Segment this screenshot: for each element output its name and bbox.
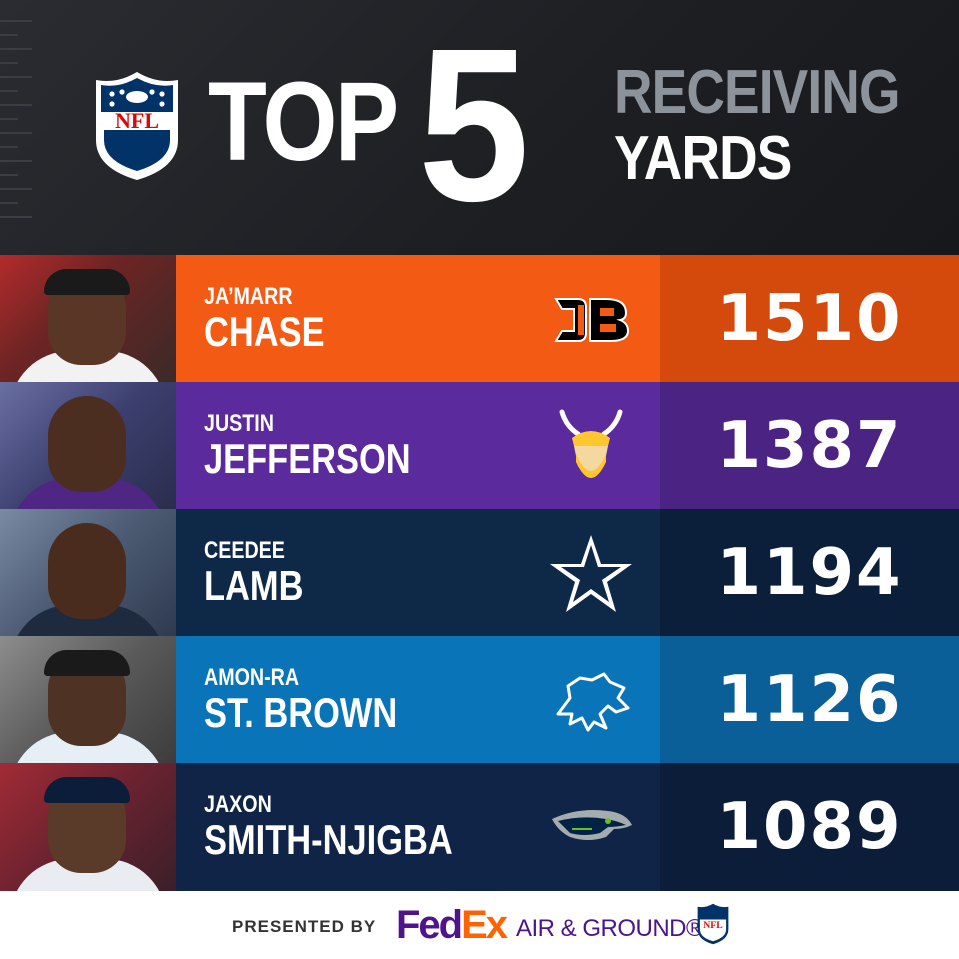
leaderboard-row: JUSTIN JEFFERSON 1387 bbox=[0, 382, 959, 509]
yards-cell: 1126 bbox=[660, 636, 959, 763]
player-first-name: AMON-RA bbox=[204, 664, 300, 691]
player-first-name: CEEDEE bbox=[204, 537, 285, 564]
air-ground-label: AIR & GROUND® bbox=[516, 915, 704, 942]
player-first-name: JUSTIN bbox=[204, 410, 274, 437]
receiving-yards-value: 1194 bbox=[716, 536, 903, 610]
presented-by-label: PRESENTED BY bbox=[232, 917, 377, 936]
leaderboard: JA’MARR CHASE 1510 JUSTIN JEFFERSON bbox=[0, 255, 959, 891]
seahawks-logo-icon bbox=[552, 810, 632, 840]
receiving-yards-value: 1387 bbox=[716, 409, 903, 483]
receiving-yards-value: 1089 bbox=[716, 790, 903, 864]
title-number: 5 bbox=[418, 4, 530, 247]
player-photo bbox=[0, 636, 176, 763]
header-banner: NFL TOP 5 RECEIVING YARDS bbox=[0, 0, 959, 255]
title-subtitle-receiving: RECEIVING bbox=[614, 58, 900, 127]
player-photo bbox=[0, 255, 176, 382]
svg-text:NFL: NFL bbox=[115, 108, 159, 133]
player-photo bbox=[0, 382, 176, 509]
player-name-cell: CEEDEE LAMB bbox=[176, 509, 660, 636]
player-last-name: CHASE bbox=[204, 308, 325, 355]
player-last-name: LAMB bbox=[204, 562, 304, 609]
player-last-name: ST. BROWN bbox=[204, 689, 398, 736]
leaderboard-row: AMON-RA ST. BROWN 1126 bbox=[0, 636, 959, 763]
player-last-name: JEFFERSON bbox=[204, 435, 411, 482]
lions-logo-icon bbox=[556, 672, 630, 732]
title-top: TOP bbox=[208, 59, 399, 184]
nfl-shield-icon: NFL bbox=[96, 72, 178, 180]
vikings-logo-icon bbox=[559, 409, 623, 478]
leaderboard-row: JA’MARR CHASE 1510 bbox=[0, 255, 959, 382]
fedex-ex-text: Ex bbox=[461, 903, 508, 947]
fedex-logo: FedEx bbox=[396, 903, 508, 947]
svg-text:NFL: NFL bbox=[703, 920, 723, 931]
cowboys-star-icon bbox=[550, 535, 632, 612]
yards-cell: 1510 bbox=[660, 255, 959, 382]
nfl-shield-icon: NFL bbox=[697, 903, 729, 945]
player-photo bbox=[0, 509, 176, 636]
yard-line-ticks bbox=[0, 20, 40, 230]
player-name-cell: JAXON SMITH-NJIGBA bbox=[176, 763, 660, 891]
sponsor-footer: PRESENTED BY FedEx AIR & GROUND® NFL bbox=[0, 891, 959, 959]
yards-cell: 1387 bbox=[660, 382, 959, 509]
yards-cell: 1089 bbox=[660, 763, 959, 891]
receiving-yards-value: 1126 bbox=[716, 663, 903, 737]
player-name-cell: JA’MARR CHASE bbox=[176, 255, 660, 382]
yards-cell: 1194 bbox=[660, 509, 959, 636]
player-first-name: JAXON bbox=[204, 791, 272, 818]
player-last-name: SMITH-NJIGBA bbox=[204, 816, 453, 863]
player-name-cell: JUSTIN JEFFERSON bbox=[176, 382, 660, 509]
leaderboard-row: CEEDEE LAMB 1194 bbox=[0, 509, 959, 636]
fedex-fed-text: Fed bbox=[396, 903, 463, 947]
bengals-logo-icon bbox=[554, 298, 630, 342]
receiving-yards-value: 1510 bbox=[716, 282, 903, 356]
leaderboard-row: JAXON SMITH-NJIGBA 1089 bbox=[0, 763, 959, 891]
title-subtitle-yards: YARDS bbox=[614, 124, 792, 193]
player-photo bbox=[0, 763, 176, 891]
player-name-cell: AMON-RA ST. BROWN bbox=[176, 636, 660, 763]
player-first-name: JA’MARR bbox=[204, 283, 293, 310]
